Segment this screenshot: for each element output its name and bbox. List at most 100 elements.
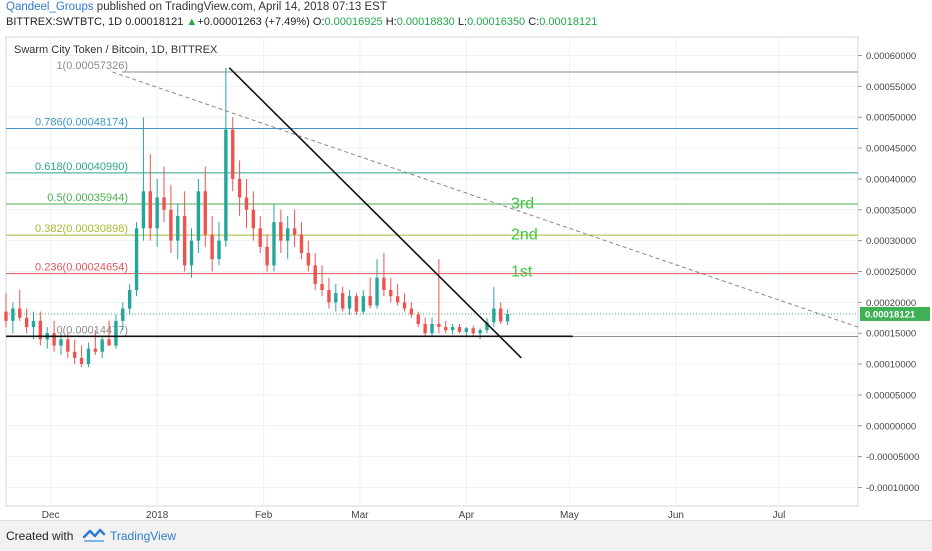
current-price-tag (860, 306, 930, 321)
open-label: O: (312, 16, 325, 28)
author-link[interactable]: Qandeel_Groups (6, 1, 94, 13)
y-tick-label: 0.00035000 (866, 205, 916, 216)
candle-body (492, 308, 496, 323)
candle-body (340, 293, 345, 309)
fib-level-label: 0.382(0.00030898) (35, 223, 128, 235)
y-tick-label: 0.00025000 (866, 267, 916, 278)
candle-body (169, 209, 173, 241)
candle-body (478, 330, 482, 334)
candle-body (11, 308, 15, 321)
candle-body (299, 234, 304, 253)
candle-body (24, 317, 29, 328)
change-up-icon: ▲ (186, 16, 198, 28)
fib-level-label: 1(0.00057326) (56, 60, 128, 72)
close-label: C: (528, 16, 540, 28)
candle-body (395, 296, 400, 303)
candle-body (66, 339, 70, 352)
x-tick-label: Jul (773, 510, 786, 520)
target-annotation: 1st (511, 264, 533, 281)
footer: Created with TradingView (0, 520, 932, 551)
y-tick-label: -0.00010000 (866, 483, 919, 494)
candle-body (189, 240, 194, 266)
candle-body (368, 296, 372, 306)
candle-body (450, 327, 455, 331)
price-chart[interactable]: Dec 2018 Feb Mar Apr May Jun Jul 0.00060000 0.000… (0, 33, 932, 520)
candle-body (389, 290, 393, 297)
candle-body (31, 320, 36, 328)
candle-body (100, 339, 104, 352)
candle-body (306, 252, 311, 266)
x-tick-label: Apr (459, 510, 475, 520)
candle-body (107, 339, 111, 346)
x-tick-label: Jun (668, 510, 684, 520)
candle-body (499, 308, 503, 322)
candle-body (347, 296, 352, 309)
candle-body (121, 308, 125, 321)
candle-body (313, 265, 317, 284)
candle-body (196, 191, 201, 241)
x-tick-label: May (560, 510, 579, 520)
x-tick-label: 2018 (146, 510, 169, 520)
dashed-trendline (112, 71, 859, 328)
candle-body (224, 129, 228, 241)
y-tick-label: 0.00020000 (866, 298, 916, 309)
candle-body (127, 290, 132, 309)
symbol-label: BITTREX:SWTBTC, 1D (6, 16, 123, 28)
target-annotation: 2nd (511, 226, 538, 243)
published-text: published on TradingView.com, April 14, … (96, 1, 387, 13)
candle-body (437, 323, 441, 328)
fib-level-label: 0.618(0.00040990) (35, 161, 128, 173)
y-tick-label: 0.00010000 (866, 360, 916, 371)
candle-body (134, 228, 139, 291)
candle-body (485, 322, 489, 331)
candle-body (409, 308, 414, 315)
candle-body (279, 222, 283, 241)
current-price-label: 0.00018121 (865, 309, 916, 320)
y-tick-label: 0.00000000 (866, 421, 916, 432)
open-value: 0.00016925 (324, 16, 383, 28)
candle-body (4, 311, 8, 321)
candle-body (354, 296, 359, 312)
candle-body (38, 320, 43, 340)
candle-body (423, 323, 427, 334)
candle-body (18, 308, 22, 318)
candle-body (162, 197, 166, 210)
y-tick-label: 0.00050000 (866, 113, 916, 124)
fib-level-label: 0.236(0.00024654) (35, 262, 128, 274)
y-tick-label: 0.00005000 (866, 390, 916, 401)
candle-body (464, 328, 469, 332)
last-price: 0.00018121 (125, 16, 184, 28)
fib-level-label: 0.786(0.00048174) (35, 116, 128, 128)
candle-body (155, 197, 159, 229)
low-value: 0.00016350 (467, 16, 526, 28)
candle-body (114, 320, 118, 346)
y-tick-label: -0.00005000 (866, 452, 919, 463)
candle-body (210, 234, 214, 260)
high-label: H: (385, 16, 397, 28)
candle-body (86, 348, 91, 365)
candle-body (361, 296, 365, 312)
created-with-label: Created with (6, 529, 74, 543)
tradingview-logo-icon[interactable] (82, 527, 106, 543)
candle-body (237, 178, 242, 198)
candle-body (416, 314, 420, 324)
candle-body (231, 129, 235, 179)
trendline (228, 67, 522, 359)
candle-body (217, 240, 221, 260)
fib-level-label: 0(0.00014477) (56, 324, 128, 336)
candle-body (265, 246, 269, 266)
candle-body (73, 351, 77, 358)
y-tick-label: 0.00055000 (866, 82, 916, 93)
candle-body (203, 191, 207, 235)
candle-body (505, 313, 510, 322)
candle-body (471, 328, 475, 334)
candle-body (52, 333, 56, 346)
candle-body (148, 191, 152, 229)
candle-body (375, 277, 379, 306)
candle-body (79, 357, 84, 365)
low-label: L: (457, 16, 468, 28)
publish-info: Qandeel_Groups published on TradingView.… (6, 1, 387, 13)
tradingview-brand[interactable]: TradingView (110, 529, 177, 543)
y-tick-label: 0.00030000 (866, 236, 916, 247)
candle-body (272, 222, 276, 266)
